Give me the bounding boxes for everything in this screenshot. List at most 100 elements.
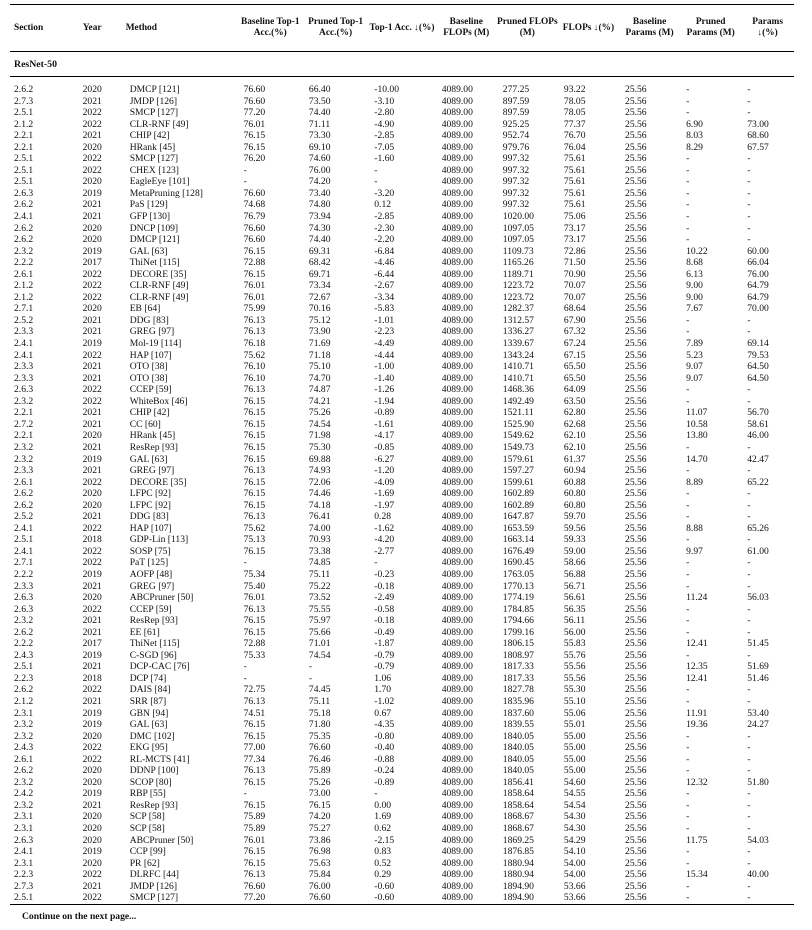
cell-year: 2022 bbox=[82, 291, 102, 303]
cell-baseline-flops: 4089.00 bbox=[441, 153, 473, 165]
cell-pruned-params: 12.32 bbox=[686, 776, 708, 788]
cell-year: 2020 bbox=[82, 430, 102, 442]
cell-pruned-acc: 70.16 bbox=[308, 303, 331, 315]
cell-baseline-acc: 76.60 bbox=[243, 84, 266, 95]
cell-params-drop: - bbox=[747, 465, 751, 477]
cell-baseline-params: 25.56 bbox=[625, 130, 647, 142]
cell-flops-drop: 55.00 bbox=[563, 753, 586, 765]
cell-section: 2.5.1 bbox=[14, 164, 34, 176]
cell-flops-drop: 62.80 bbox=[563, 407, 586, 419]
cell-acc-drop: -2.85 bbox=[374, 130, 395, 142]
table-row: 2.6.1 2022 DECORE [35] 76.15 72.06 -4.09 4089.… bbox=[10, 477, 794, 489]
table-row: 2.5.2 2021 DDG [83] 76.13 75.12 -1.01 4089.00 1… bbox=[10, 315, 794, 327]
cell-pruned-acc: 72.06 bbox=[308, 476, 331, 488]
cell-section: 2.2.1 bbox=[14, 141, 34, 153]
cell-flops-drop: 54.60 bbox=[563, 776, 586, 788]
cell-pruned-acc: - bbox=[308, 661, 313, 673]
cell-acc-drop: -0.60 bbox=[368, 892, 436, 905]
cell-pruned-flops: 1599.61 bbox=[502, 476, 534, 488]
cell-year: 2017 bbox=[82, 257, 102, 269]
table-row: 2.4.3 2019 C-SGD [96] 75.33 74.54 -0.79 4089.0… bbox=[10, 650, 794, 662]
cell-baseline-flops: 4089.00 bbox=[441, 338, 473, 350]
cell-year: 2021 bbox=[82, 695, 102, 707]
cell-year: 2022 bbox=[82, 545, 102, 557]
cell-params-drop: 51.45 bbox=[747, 638, 769, 650]
cell-baseline-params: 25.56 bbox=[625, 707, 647, 719]
cell-year: 2022 bbox=[62, 892, 122, 905]
cell-method: C-SGD [96] bbox=[129, 649, 177, 661]
table-row: 2.3.1 2020 SCP [58] 75.89 74.20 1.69 4089.00 18… bbox=[10, 811, 794, 823]
cell-acc-drop: -1.00 bbox=[374, 361, 395, 373]
cell-params-drop: - bbox=[747, 649, 751, 661]
table-row: 2.7.2 2021 CC [60] 76.15 74.54 -1.61 4089.00 15… bbox=[10, 419, 794, 431]
cell-pruned-flops: 1774.19 bbox=[502, 592, 534, 604]
cell-pruned-flops: 925.25 bbox=[502, 118, 530, 130]
cell-pruned-acc: 69.71 bbox=[308, 268, 331, 280]
cell-section: 2.3.2 bbox=[14, 245, 34, 257]
cell-section: 2.5.1 bbox=[14, 661, 34, 673]
cell-baseline-acc: 76.15 bbox=[243, 268, 266, 280]
header-method: Method bbox=[125, 22, 157, 33]
cell-method: EagleEye [101] bbox=[129, 176, 190, 188]
table-row: 2.6.1 2022 DECORE [35] 76.15 69.71 -6.44 4089.… bbox=[10, 269, 794, 281]
cell-pruned-acc: 75.66 bbox=[308, 626, 331, 638]
cell-baseline-flops: 4089.00 bbox=[441, 418, 473, 430]
cell-method: DMCP [121] bbox=[129, 84, 180, 95]
cell-baseline-acc: - bbox=[243, 672, 247, 684]
cell-acc-drop: 0.29 bbox=[374, 869, 392, 881]
cell-pruned-flops: 1868.67 bbox=[502, 823, 534, 834]
cell-year: 2020 bbox=[82, 592, 102, 604]
cell-baseline-params: 25.56 bbox=[625, 811, 647, 823]
cell-acc-drop: -1.94 bbox=[374, 395, 395, 407]
cell-pruned-flops: 997.32 bbox=[502, 187, 530, 199]
cell-pruned-params: - bbox=[686, 187, 690, 199]
cell-year: 2021 bbox=[82, 799, 102, 811]
cell-flops-drop: 75.61 bbox=[563, 164, 586, 176]
cell-method: JMDP [126] bbox=[129, 95, 178, 107]
cell-section: 2.4.1 bbox=[14, 211, 34, 223]
cell-params-drop: - bbox=[747, 199, 751, 211]
cell-baseline-flops: 4089.00 bbox=[441, 534, 473, 546]
cell-pruned-acc: 75.11 bbox=[308, 568, 331, 580]
cell-baseline-params: 25.56 bbox=[625, 603, 647, 615]
cell-section: 2.7.3 bbox=[14, 95, 34, 107]
cell-baseline-flops: 4089.00 bbox=[441, 684, 473, 696]
cell-baseline-params: 25.56 bbox=[625, 580, 647, 592]
cell-params-drop: - bbox=[747, 857, 751, 869]
cell-flops-drop: 54.54 bbox=[563, 799, 586, 811]
cell-pruned-params: - bbox=[686, 823, 690, 834]
cell-year: 2020 bbox=[82, 834, 102, 846]
cell-baseline-params: 25.56 bbox=[619, 892, 681, 905]
cell-params-drop: 68.60 bbox=[747, 130, 769, 142]
cell-year: 2021 bbox=[82, 626, 102, 638]
cell-baseline-flops: 4089.00 bbox=[441, 245, 473, 257]
cell-baseline-params: 25.56 bbox=[625, 730, 647, 742]
cell-baseline-acc: 75.62 bbox=[243, 522, 266, 534]
cell-section: 2.2.2 bbox=[14, 568, 34, 580]
cell-pruned-params: - bbox=[686, 568, 690, 580]
group-row: ResNet-50 bbox=[10, 51, 794, 77]
cell-pruned-params: - bbox=[686, 234, 690, 246]
cell-method: LFPC [92] bbox=[129, 488, 171, 500]
cell-pruned-params: 12.41 bbox=[686, 638, 708, 650]
cell-section: 2.2.1 bbox=[14, 130, 34, 142]
cell-method: GAL [63] bbox=[129, 719, 168, 731]
cell-method: DLRFC [44] bbox=[129, 869, 179, 881]
cell-method: CLR-RNF [49] bbox=[129, 280, 189, 292]
cell-flops-drop: 55.83 bbox=[563, 638, 586, 650]
cell-pruned-params: - bbox=[686, 765, 690, 777]
cell-method: DAIS [84] bbox=[129, 684, 171, 696]
cell-year: 2022 bbox=[82, 742, 102, 754]
cell-params-drop: 53.40 bbox=[747, 707, 769, 719]
cell-method: ABCPruner [50] bbox=[129, 592, 194, 604]
table-row: 2.1.2 2021 SRR [87] 76.13 75.11 -1.02 4089.00 1… bbox=[10, 696, 794, 708]
cell-flops-drop: 55.00 bbox=[563, 742, 586, 754]
cell-pruned-params: - bbox=[686, 488, 690, 500]
cell-section: 2.6.2 bbox=[14, 626, 34, 638]
cell-method: GREG [97] bbox=[129, 465, 175, 477]
cell-baseline-flops: 4089.00 bbox=[441, 603, 473, 615]
cell-year: 2022 bbox=[82, 384, 102, 396]
cell-baseline-acc: 76.13 bbox=[243, 765, 266, 777]
cell-flops-drop: 76.04 bbox=[563, 141, 586, 153]
cell-year: 2021 bbox=[82, 511, 102, 523]
